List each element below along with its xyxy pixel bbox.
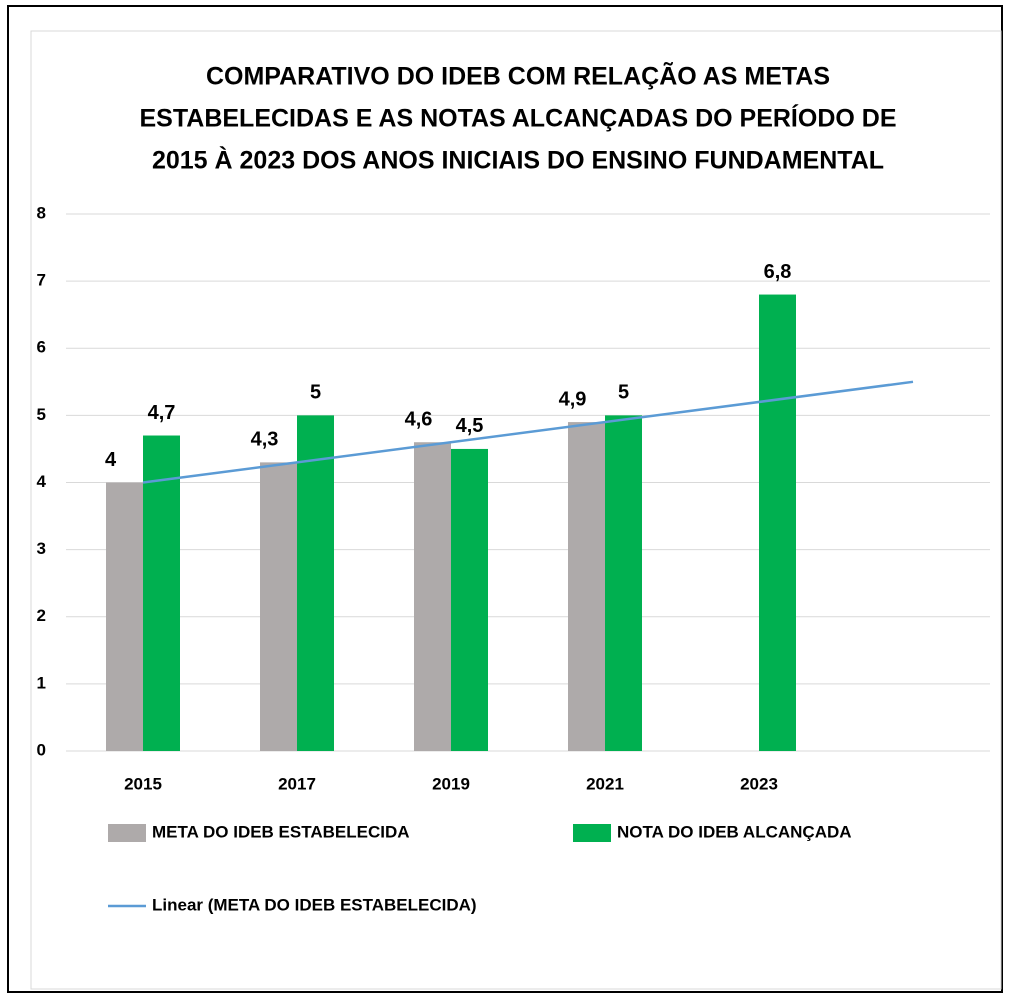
bar	[297, 415, 334, 751]
bar	[143, 435, 180, 751]
y-tick-label: 4	[37, 472, 47, 491]
data-label: 4,3	[251, 429, 279, 451]
x-tick-label: 2019	[432, 774, 470, 793]
bar	[568, 422, 605, 751]
x-tick-label: 2021	[586, 774, 624, 793]
y-tick-label: 3	[37, 539, 46, 558]
y-tick-label: 5	[37, 405, 46, 424]
legend-label: META DO IDEB ESTABELECIDA	[152, 822, 410, 841]
data-label: 5	[618, 382, 629, 404]
chart-title: ESTABELECIDAS E AS NOTAS ALCANÇADAS DO P…	[140, 104, 897, 133]
data-label: 4,7	[148, 402, 176, 424]
data-label: 6,8	[764, 261, 792, 283]
y-tick-label: 2	[37, 606, 46, 625]
y-tick-label: 0	[37, 740, 46, 759]
data-label: 4	[105, 449, 117, 471]
legend-swatch	[573, 824, 611, 842]
data-label: 4,9	[559, 388, 587, 410]
y-tick-label: 1	[37, 673, 46, 692]
bar	[106, 482, 143, 751]
legend-label: NOTA DO IDEB ALCANÇADA	[617, 822, 852, 841]
bar	[759, 294, 796, 751]
data-label: 4,6	[405, 409, 433, 431]
bar	[414, 442, 451, 751]
data-label: 5	[310, 382, 321, 404]
legend-label: Linear (META DO IDEB ESTABELECIDA)	[152, 895, 477, 914]
bar	[451, 448, 488, 751]
bar	[605, 415, 642, 751]
trendline	[142, 380, 914, 484]
chart-title: 2015 À 2023 DOS ANOS INICIAIS DO ENSINO …	[152, 146, 884, 175]
data-label: 4,5	[456, 415, 484, 437]
y-tick-label: 6	[37, 338, 46, 357]
y-tick-label: 7	[37, 271, 46, 290]
x-tick-label: 2017	[278, 774, 316, 793]
bar	[260, 462, 297, 751]
x-tick-label: 2015	[124, 774, 162, 793]
x-tick-label: 2023	[740, 774, 778, 793]
legend-swatch	[108, 824, 146, 842]
chart-area	[30, 30, 1002, 990]
chart-title: COMPARATIVO DO IDEB COM RELAÇÃO AS METAS	[206, 61, 830, 91]
y-tick-label: 8	[37, 203, 46, 222]
